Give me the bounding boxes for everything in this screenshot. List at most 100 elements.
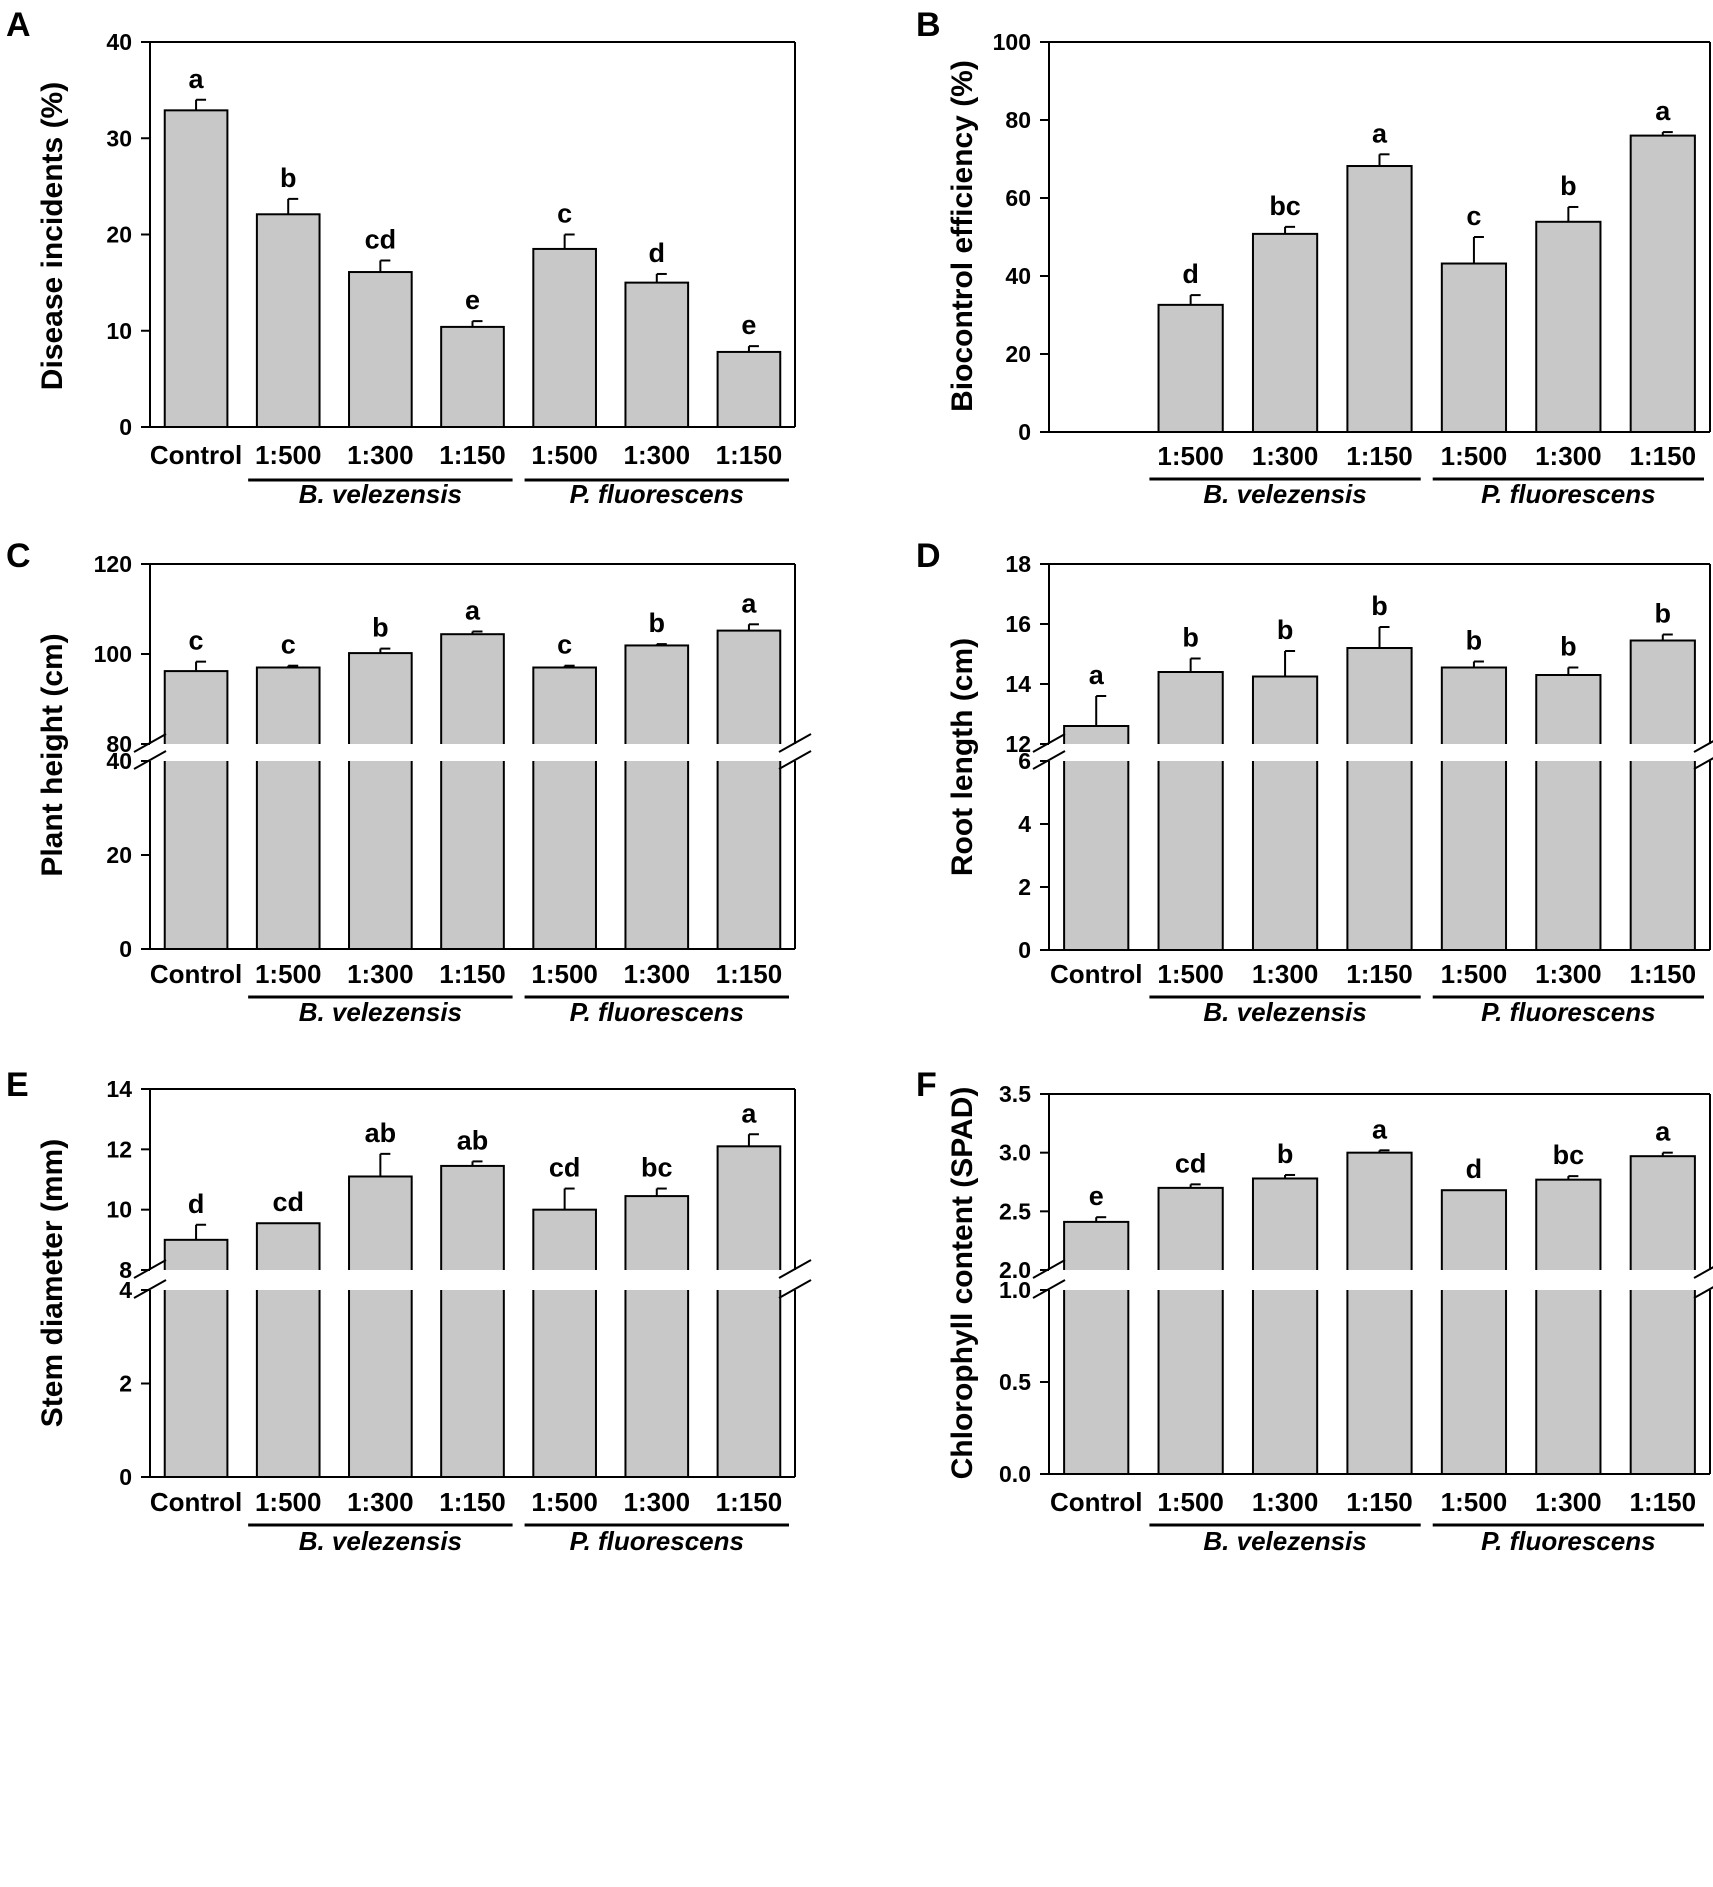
y-tick-label: 120 xyxy=(94,551,132,577)
group-label: P. fluorescens xyxy=(1481,1526,1655,1556)
bar[interactable] xyxy=(624,644,690,950)
y-tick-label: 0.5 xyxy=(999,1369,1031,1395)
y-tick-label: 4 xyxy=(119,1277,132,1303)
category-label: 1:150 xyxy=(716,440,783,470)
y-tick-label: 80 xyxy=(1005,107,1031,133)
bar[interactable] xyxy=(348,652,413,950)
category-label: 1:500 xyxy=(1441,959,1508,989)
bar[interactable] xyxy=(1157,671,1224,951)
y-axis-label: Disease incidents (%) xyxy=(36,82,69,390)
axis-break-gap xyxy=(1029,1270,1713,1290)
bar[interactable] xyxy=(716,629,782,950)
y-axis-label: Root length (cm) xyxy=(946,638,979,876)
y-tick-label: 2 xyxy=(119,1371,132,1397)
bar[interactable] xyxy=(1251,675,1319,951)
bar[interactable] xyxy=(532,247,597,428)
bar[interactable] xyxy=(1440,666,1508,951)
bar[interactable] xyxy=(1629,134,1696,433)
y-tick-label: 3.5 xyxy=(999,1081,1031,1107)
category-label: 1:500 xyxy=(1441,1487,1508,1517)
y-tick-label: 20 xyxy=(1005,341,1031,367)
bar[interactable] xyxy=(1157,303,1224,433)
bar[interactable] xyxy=(440,1164,505,1479)
bar[interactable] xyxy=(1535,674,1602,951)
y-tick-label: 30 xyxy=(106,125,132,151)
y-tick-label: 40 xyxy=(1005,263,1031,289)
significance-label: b xyxy=(649,608,666,638)
bar[interactable] xyxy=(348,1175,413,1478)
bar[interactable] xyxy=(532,666,597,950)
bar[interactable] xyxy=(716,350,782,428)
category-label: 1:300 xyxy=(1252,441,1319,471)
bar[interactable] xyxy=(1251,232,1319,433)
significance-label: bc xyxy=(1269,191,1301,221)
bar[interactable] xyxy=(1063,1220,1130,1475)
category-label: 1:300 xyxy=(1252,1487,1319,1517)
significance-label: c xyxy=(1466,201,1481,231)
y-tick-label: 10 xyxy=(106,318,132,344)
y-tick-label: 4 xyxy=(1018,811,1031,837)
significance-label: d xyxy=(1466,1154,1483,1184)
bar[interactable] xyxy=(1251,1177,1319,1475)
bar[interactable] xyxy=(1535,1178,1602,1475)
category-label: 1:500 xyxy=(531,1487,598,1517)
category-label: 1:300 xyxy=(1535,1487,1602,1517)
group-label: B. velezensis xyxy=(299,1526,462,1556)
y-tick-label: 60 xyxy=(1005,185,1031,211)
bar[interactable] xyxy=(1440,1189,1508,1476)
category-label: Control xyxy=(1050,959,1142,989)
category-label: 1:150 xyxy=(439,1487,506,1517)
y-tick-label: 0 xyxy=(119,936,132,962)
category-label: 1:150 xyxy=(1346,959,1413,989)
bar[interactable] xyxy=(440,633,505,950)
bar[interactable] xyxy=(1535,220,1602,433)
category-label: 1:150 xyxy=(716,1487,783,1517)
axis-break-mark xyxy=(1693,1286,1713,1299)
bar[interactable] xyxy=(1063,725,1130,951)
panel-letter: D xyxy=(916,537,941,575)
significance-label: bc xyxy=(641,1153,673,1183)
bar[interactable] xyxy=(624,281,690,428)
significance-label: b xyxy=(1182,623,1199,653)
bar[interactable] xyxy=(440,325,505,428)
significance-label: e xyxy=(741,310,756,340)
axis-break-mark xyxy=(778,1279,812,1299)
bar[interactable] xyxy=(1157,1186,1224,1476)
significance-label: cd xyxy=(549,1153,581,1183)
category-label: 1:500 xyxy=(1441,441,1508,471)
significance-label: b xyxy=(1655,599,1672,629)
bar[interactable] xyxy=(163,670,229,950)
bar[interactable] xyxy=(348,271,413,428)
y-tick-label: 8 xyxy=(119,1257,132,1283)
significance-label: a xyxy=(465,596,481,626)
bar[interactable] xyxy=(255,1222,321,1479)
bar[interactable] xyxy=(716,1145,782,1478)
bar[interactable] xyxy=(1629,1155,1696,1475)
bar[interactable] xyxy=(1346,1151,1413,1475)
bar[interactable] xyxy=(1629,639,1696,951)
y-tick-label: 14 xyxy=(1005,671,1031,697)
category-label: 1:150 xyxy=(1630,959,1697,989)
category-label: 1:500 xyxy=(531,959,598,989)
category-label: 1:500 xyxy=(1157,959,1224,989)
bar[interactable] xyxy=(532,1208,597,1478)
category-label: 1:500 xyxy=(531,440,598,470)
category-label: 1:150 xyxy=(1346,441,1413,471)
significance-label: a xyxy=(1655,96,1671,126)
significance-label: d xyxy=(188,1189,205,1219)
significance-label: c xyxy=(281,630,296,660)
significance-label: b xyxy=(1466,626,1483,656)
bar[interactable] xyxy=(624,1195,690,1478)
bar[interactable] xyxy=(1346,647,1413,951)
y-tick-label: 6 xyxy=(1018,748,1031,774)
bar[interactable] xyxy=(255,666,321,950)
significance-label: c xyxy=(557,199,572,229)
bar[interactable] xyxy=(1440,262,1508,433)
bar[interactable] xyxy=(1346,165,1413,434)
category-label: Control xyxy=(150,1487,242,1517)
y-tick-label: 10 xyxy=(106,1197,132,1223)
bar[interactable] xyxy=(255,213,321,428)
category-label: 1:300 xyxy=(347,1487,414,1517)
bar[interactable] xyxy=(163,109,229,429)
